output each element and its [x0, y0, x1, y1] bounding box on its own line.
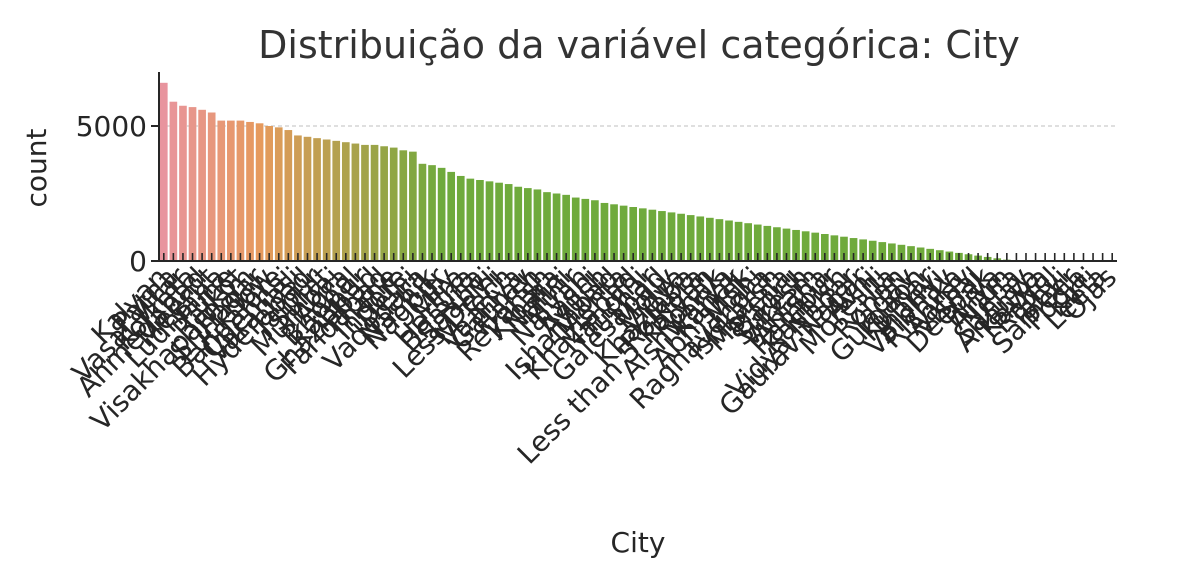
bar-52 — [658, 211, 666, 261]
bar-8 — [236, 120, 245, 261]
bar-58 — [715, 219, 724, 261]
y-axis-label: count — [20, 128, 53, 207]
y-tick-label-0: 0 — [129, 245, 147, 278]
axes — [158, 72, 1117, 262]
bar-68 — [811, 232, 820, 261]
bar-65 — [782, 228, 791, 261]
bar-5 — [207, 112, 216, 261]
bar-34 — [485, 181, 494, 261]
bar-19 — [341, 142, 350, 261]
bar-20 — [351, 143, 360, 261]
y-tick-label-5000: 5000 — [76, 110, 147, 143]
bar-77 — [897, 244, 906, 261]
bar-70 — [830, 235, 839, 261]
bar-9 — [246, 121, 254, 261]
bar-33 — [476, 180, 484, 261]
bar-39 — [533, 189, 542, 261]
bar-56 — [696, 216, 705, 261]
bar-51 — [648, 209, 657, 261]
bar-44 — [581, 198, 590, 261]
bar-57 — [706, 217, 714, 261]
bar-22 — [370, 144, 379, 261]
bar-28 — [428, 165, 436, 261]
bar-30 — [447, 171, 456, 261]
bar-76 — [888, 243, 896, 261]
bar-11 — [265, 126, 273, 261]
bar-21 — [361, 144, 369, 261]
bar-43 — [571, 197, 580, 261]
bar-7 — [227, 120, 235, 261]
bar-1 — [169, 101, 178, 261]
bar-46 — [600, 202, 609, 261]
chart-title: Distribuição da variável categórica: Cit… — [258, 23, 1020, 67]
y-axis-ticks: 0 5000 — [76, 110, 159, 278]
bar-2 — [179, 105, 187, 261]
bar-73 — [859, 239, 867, 261]
bar-48 — [619, 205, 628, 261]
bar-3 — [188, 107, 197, 261]
bar-12 — [274, 127, 283, 261]
bar-62 — [753, 224, 762, 261]
bar-72 — [849, 238, 858, 261]
bar-47 — [610, 204, 618, 261]
bar-59 — [725, 220, 733, 261]
bar-24 — [389, 147, 398, 261]
bar-66 — [792, 229, 800, 261]
bar-35 — [495, 182, 503, 261]
bar-17 — [322, 139, 331, 261]
bar-45 — [591, 200, 599, 261]
x-axis-label: City — [611, 526, 666, 559]
bar-37 — [514, 186, 523, 261]
bar-14 — [294, 135, 302, 261]
bar-40 — [543, 192, 551, 261]
bar-32 — [466, 178, 475, 261]
bar-38 — [524, 188, 532, 261]
bar-61 — [744, 223, 752, 261]
bar-55 — [686, 215, 695, 261]
bar-53 — [667, 212, 676, 261]
bars — [159, 82, 1011, 261]
bar-60 — [734, 221, 743, 261]
bar-74 — [868, 240, 877, 261]
bar-15 — [303, 136, 312, 261]
bar-50 — [638, 208, 647, 261]
bar-0 — [159, 82, 168, 261]
bar-29 — [437, 167, 446, 261]
bar-63 — [763, 225, 772, 261]
bar-54 — [677, 213, 685, 261]
bar-13 — [284, 130, 293, 261]
bar-42 — [562, 194, 570, 261]
bar-69 — [820, 234, 829, 261]
bar-23 — [380, 146, 388, 261]
bar-49 — [629, 207, 638, 261]
bar-4 — [198, 109, 206, 261]
bar-25 — [399, 150, 408, 261]
bar-18 — [332, 140, 341, 261]
x-axis-ticks: KalyanPatnaVasai-VirarKolkataAhmedabadMe… — [65, 253, 1123, 471]
bar-75 — [878, 242, 887, 261]
bar-64 — [773, 227, 781, 261]
bar-71 — [840, 236, 848, 261]
bar-26 — [409, 151, 417, 261]
bar-67 — [801, 231, 810, 261]
bar-31 — [456, 175, 465, 261]
bar-16 — [313, 138, 321, 261]
bar-36 — [504, 184, 513, 261]
bar-6 — [217, 120, 226, 261]
bar-10 — [255, 123, 264, 261]
bar-27 — [418, 163, 427, 261]
bar-41 — [552, 193, 561, 261]
